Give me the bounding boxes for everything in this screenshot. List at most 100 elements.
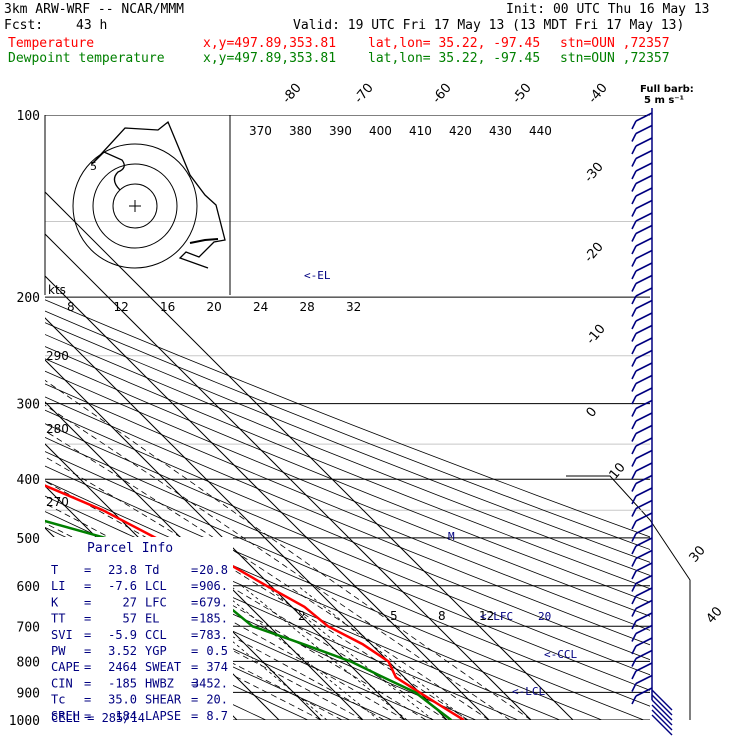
isotherm-lower-right-label: 40 xyxy=(704,604,726,626)
wind-barb xyxy=(631,437,653,455)
mixing-ratio-line xyxy=(241,585,408,720)
barb-legend-speed: 5 m s⁻¹ xyxy=(644,95,684,106)
parcel-row-value-1: 23.8 xyxy=(108,563,137,577)
parcel-row-label-2: Td xyxy=(145,563,159,577)
wind-barb xyxy=(631,649,653,667)
parcel-row-value-1: 2464 xyxy=(108,660,137,674)
dry-adiabat xyxy=(45,346,650,590)
parcel-row-eq-2: = xyxy=(191,709,198,723)
isotherm-line xyxy=(45,401,364,720)
theta-left-label: 290 xyxy=(46,349,69,363)
isotherm-lower-right-label: 30 xyxy=(687,543,709,565)
parcel-row-value-1: 57 xyxy=(123,612,137,626)
wind-barb xyxy=(631,349,653,367)
parcel-info-title: Parcel Info xyxy=(87,541,173,556)
parcel-row-value-2: 374 xyxy=(206,660,228,674)
wind-barb xyxy=(631,112,653,130)
theta-label: 420 xyxy=(449,124,472,138)
pressure-label: 900 xyxy=(17,686,40,701)
parcel-row-eq-2: = xyxy=(191,628,198,642)
wind-barb xyxy=(631,662,653,680)
wind-barb xyxy=(631,624,653,642)
lfc-value-annotation: 20 xyxy=(538,610,551,623)
parcel-row-eq-2: = xyxy=(191,579,198,593)
dew-legend-xy: x,y=497.89,353.81 xyxy=(203,51,337,66)
isotherm-line xyxy=(45,191,574,720)
parcel-row-label-1: PW xyxy=(51,644,66,658)
wind-barb xyxy=(631,337,653,355)
isotherm-right-label: 0 xyxy=(584,405,601,421)
wind-barb xyxy=(631,262,653,280)
hodograph-ring-inner xyxy=(112,183,158,229)
wind-scale-label: 12 xyxy=(114,300,129,314)
isotherm-top-label: -40 xyxy=(586,81,611,107)
dew-legend-stn: stn=OUN ,72357 xyxy=(560,51,670,66)
mixing-ratio-label: 5 xyxy=(390,609,398,623)
parcel-row-label-1: CIN xyxy=(51,676,73,690)
parcel-info-cell: CELL = 285/14 xyxy=(51,711,145,725)
el-annotation: <-EL xyxy=(304,269,331,282)
pressure-label: 300 xyxy=(17,398,40,413)
parcel-row-label-2: LCL xyxy=(145,579,167,593)
parcel-row-value-1: 27 xyxy=(123,595,137,609)
parcel-row-value-2: 679. xyxy=(199,595,228,609)
parcel-row-eq-1: = xyxy=(84,644,91,658)
wind-barb xyxy=(631,174,653,192)
parcel-row-label-1: K xyxy=(51,595,59,609)
temp-legend-name: Temperature xyxy=(8,36,95,51)
parcel-row-eq-2: = xyxy=(191,660,198,674)
theta-label: 390 xyxy=(329,124,352,138)
dry-adiabat xyxy=(45,396,650,646)
dry-adiabat xyxy=(45,358,650,603)
hodograph-trace xyxy=(91,120,226,269)
wind-barb xyxy=(631,212,653,230)
dry-adiabat xyxy=(45,310,650,550)
parcel-row-value-1: 3.52 xyxy=(108,644,137,658)
hodograph-trace-near-surface xyxy=(189,238,219,244)
wind-barb-low xyxy=(651,709,673,731)
parcel-row-eq-1: = xyxy=(84,660,91,674)
parcel-row-value-1: 35.0 xyxy=(108,693,137,707)
parcel-row-eq-1: = xyxy=(84,709,91,723)
hodograph-ring-label: 5 xyxy=(90,160,97,173)
temp-legend-xy: x,y=497.89,353.81 xyxy=(203,36,337,51)
parcel-info-background xyxy=(45,537,233,720)
parcel-row-value-2: 8.7 xyxy=(206,709,228,723)
hodograph-inset: 5 xyxy=(44,115,231,295)
dew-legend-latlon: lat,lon= 35.22, -97.45 xyxy=(368,51,541,66)
parcel-row-value-2: 20. xyxy=(206,693,228,707)
lcl-annotation: <-LCL xyxy=(512,685,545,698)
parcel-row-label-2: LFC xyxy=(145,595,167,609)
wind-barb-low xyxy=(651,704,673,726)
model-title: 3km ARW-WRF -- NCAR/MMM xyxy=(4,2,185,17)
wind-barb xyxy=(631,487,653,505)
wind-barb xyxy=(631,162,653,180)
wind-barb xyxy=(631,674,653,692)
parcel-row-eq-1: = xyxy=(84,676,91,690)
wind-barb xyxy=(631,574,653,592)
parcel-row-label-1: CAPE xyxy=(51,660,80,674)
theta-label: 440 xyxy=(529,124,552,138)
isotherm-top-label: -50 xyxy=(510,81,535,107)
isotherm-right-label: -20 xyxy=(582,240,607,266)
wind-barb xyxy=(631,312,653,330)
wind-barb xyxy=(631,362,653,380)
wind-scale-label: 16 xyxy=(160,300,175,314)
parcel-row-label-2: YGP xyxy=(145,644,167,658)
moist-adiabat xyxy=(45,404,511,720)
parcel-row-eq-1: = xyxy=(84,628,91,642)
wind-barb xyxy=(631,612,653,630)
dry-adiabat xyxy=(45,577,350,720)
wind-barb xyxy=(631,237,653,255)
parcel-row-label-2: HWBZ xyxy=(145,676,174,690)
parcel-row-eq-1: = xyxy=(84,563,91,577)
parcel-row-eq-1: = xyxy=(84,595,91,609)
wind-barb xyxy=(631,474,653,492)
valid-time: Valid: 19 UTC Fri 17 May 13 (13 MDT Fri … xyxy=(293,18,685,33)
theta-label: 430 xyxy=(489,124,512,138)
wind-scale-label: 20 xyxy=(207,300,222,314)
wind-barb-column xyxy=(631,108,673,736)
wind-barb xyxy=(631,274,653,292)
isotherm-line xyxy=(45,275,490,720)
parcel-row-label-2: SHEAR xyxy=(145,693,182,707)
